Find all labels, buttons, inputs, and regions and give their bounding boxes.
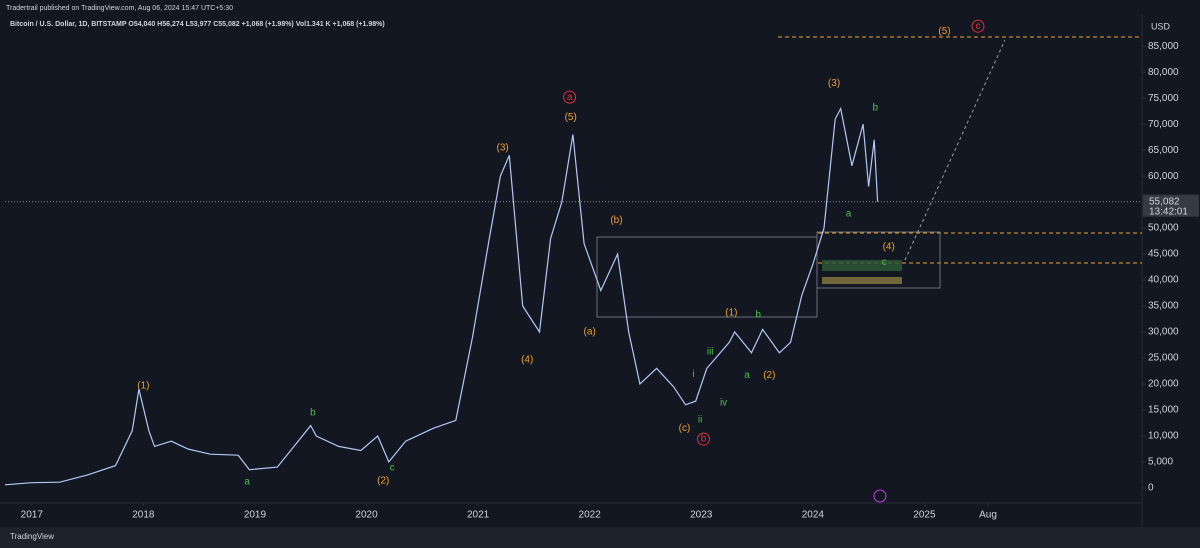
wave-label: a: [567, 92, 573, 103]
zone: [822, 277, 902, 284]
wave-label: b: [873, 103, 879, 114]
x-tick-label: 2017: [21, 510, 44, 521]
y-tick-label: 60,000: [1148, 171, 1179, 182]
wave-label: (2): [377, 476, 389, 487]
y-tick-label: 20,000: [1148, 379, 1179, 390]
wave-label: b: [310, 408, 316, 419]
x-tick-label: 2024: [802, 510, 825, 521]
x-tick-label: 2025: [913, 510, 936, 521]
wave-label: (5): [565, 112, 577, 123]
wave-label: (3): [497, 143, 509, 154]
wave-circle: [696, 432, 710, 446]
y-tick-label: 50,000: [1148, 223, 1179, 234]
wave-circle: [971, 19, 985, 33]
event-icon: [873, 489, 887, 503]
wave-label: (1): [725, 308, 737, 319]
wave-label: c: [882, 257, 887, 268]
x-tick-label: 2019: [244, 510, 267, 521]
wave-label: (4): [883, 242, 895, 253]
wave-label: (c): [679, 423, 691, 434]
y-tick-label: 35,000: [1148, 301, 1179, 312]
x-tick-label: 2023: [690, 510, 713, 521]
y-tick-label: 70,000: [1148, 119, 1179, 130]
y-tick-label: 75,000: [1148, 93, 1179, 104]
currency-label: USD: [1151, 21, 1171, 31]
x-tick-label: 2020: [355, 510, 378, 521]
price-line: [4, 106, 879, 486]
wave-label: a: [846, 209, 852, 220]
countdown-label: 13:42:01: [1149, 206, 1188, 217]
wave-label: (5): [938, 26, 950, 37]
last-price-label: 55,082: [1149, 196, 1180, 207]
wave-label: ii: [698, 414, 702, 425]
wave-label: (4): [521, 355, 533, 366]
zone: [822, 260, 902, 271]
x-tick-label: 2018: [132, 510, 155, 521]
wave-circle: [563, 90, 577, 104]
y-tick-label: 15,000: [1148, 405, 1179, 416]
x-tick-label: 2021: [467, 510, 490, 521]
y-tick-label: 80,000: [1148, 67, 1179, 78]
wave-label: (b): [610, 215, 622, 226]
wave-label: (1): [137, 381, 149, 392]
wave-label: (2): [763, 370, 775, 381]
projection-line: [904, 39, 1006, 261]
wave-label: c: [975, 21, 980, 32]
y-tick-label: 5,000: [1148, 457, 1173, 468]
wave-label: a: [744, 370, 750, 381]
wave-label: b: [701, 434, 707, 445]
y-tick-label: 85,000: [1148, 41, 1179, 52]
wave-label: (3): [828, 78, 840, 89]
y-tick-label: 0: [1148, 483, 1154, 494]
wave-label: iv: [720, 398, 727, 409]
wave-label: c: [390, 463, 395, 474]
footer-bar: [0, 527, 1200, 548]
symbol-header: Bitcoin / U.S. Dollar, 1D, BITSTAMP O54,…: [10, 21, 385, 28]
last-price-box: [1143, 194, 1199, 217]
published-by: Tradertrail published on TradingView.com…: [6, 5, 233, 12]
y-tick-label: 40,000: [1148, 275, 1179, 286]
y-tick-label: 30,000: [1148, 327, 1179, 338]
wave-label: a: [244, 477, 250, 488]
target-box: [816, 231, 941, 289]
footer-logo: TradingView: [10, 532, 54, 541]
wave-label: b: [755, 310, 761, 321]
wave-label: iii: [707, 347, 714, 358]
y-tick-label: 10,000: [1148, 431, 1179, 442]
y-tick-label: 25,000: [1148, 353, 1179, 364]
wave-label: i: [692, 369, 694, 380]
y-tick-label: 45,000: [1148, 249, 1179, 260]
y-tick-label: 65,000: [1148, 145, 1179, 156]
x-tick-label: Aug: [979, 510, 997, 521]
wave-label: (a): [584, 327, 596, 338]
x-tick-label: 2022: [579, 510, 602, 521]
